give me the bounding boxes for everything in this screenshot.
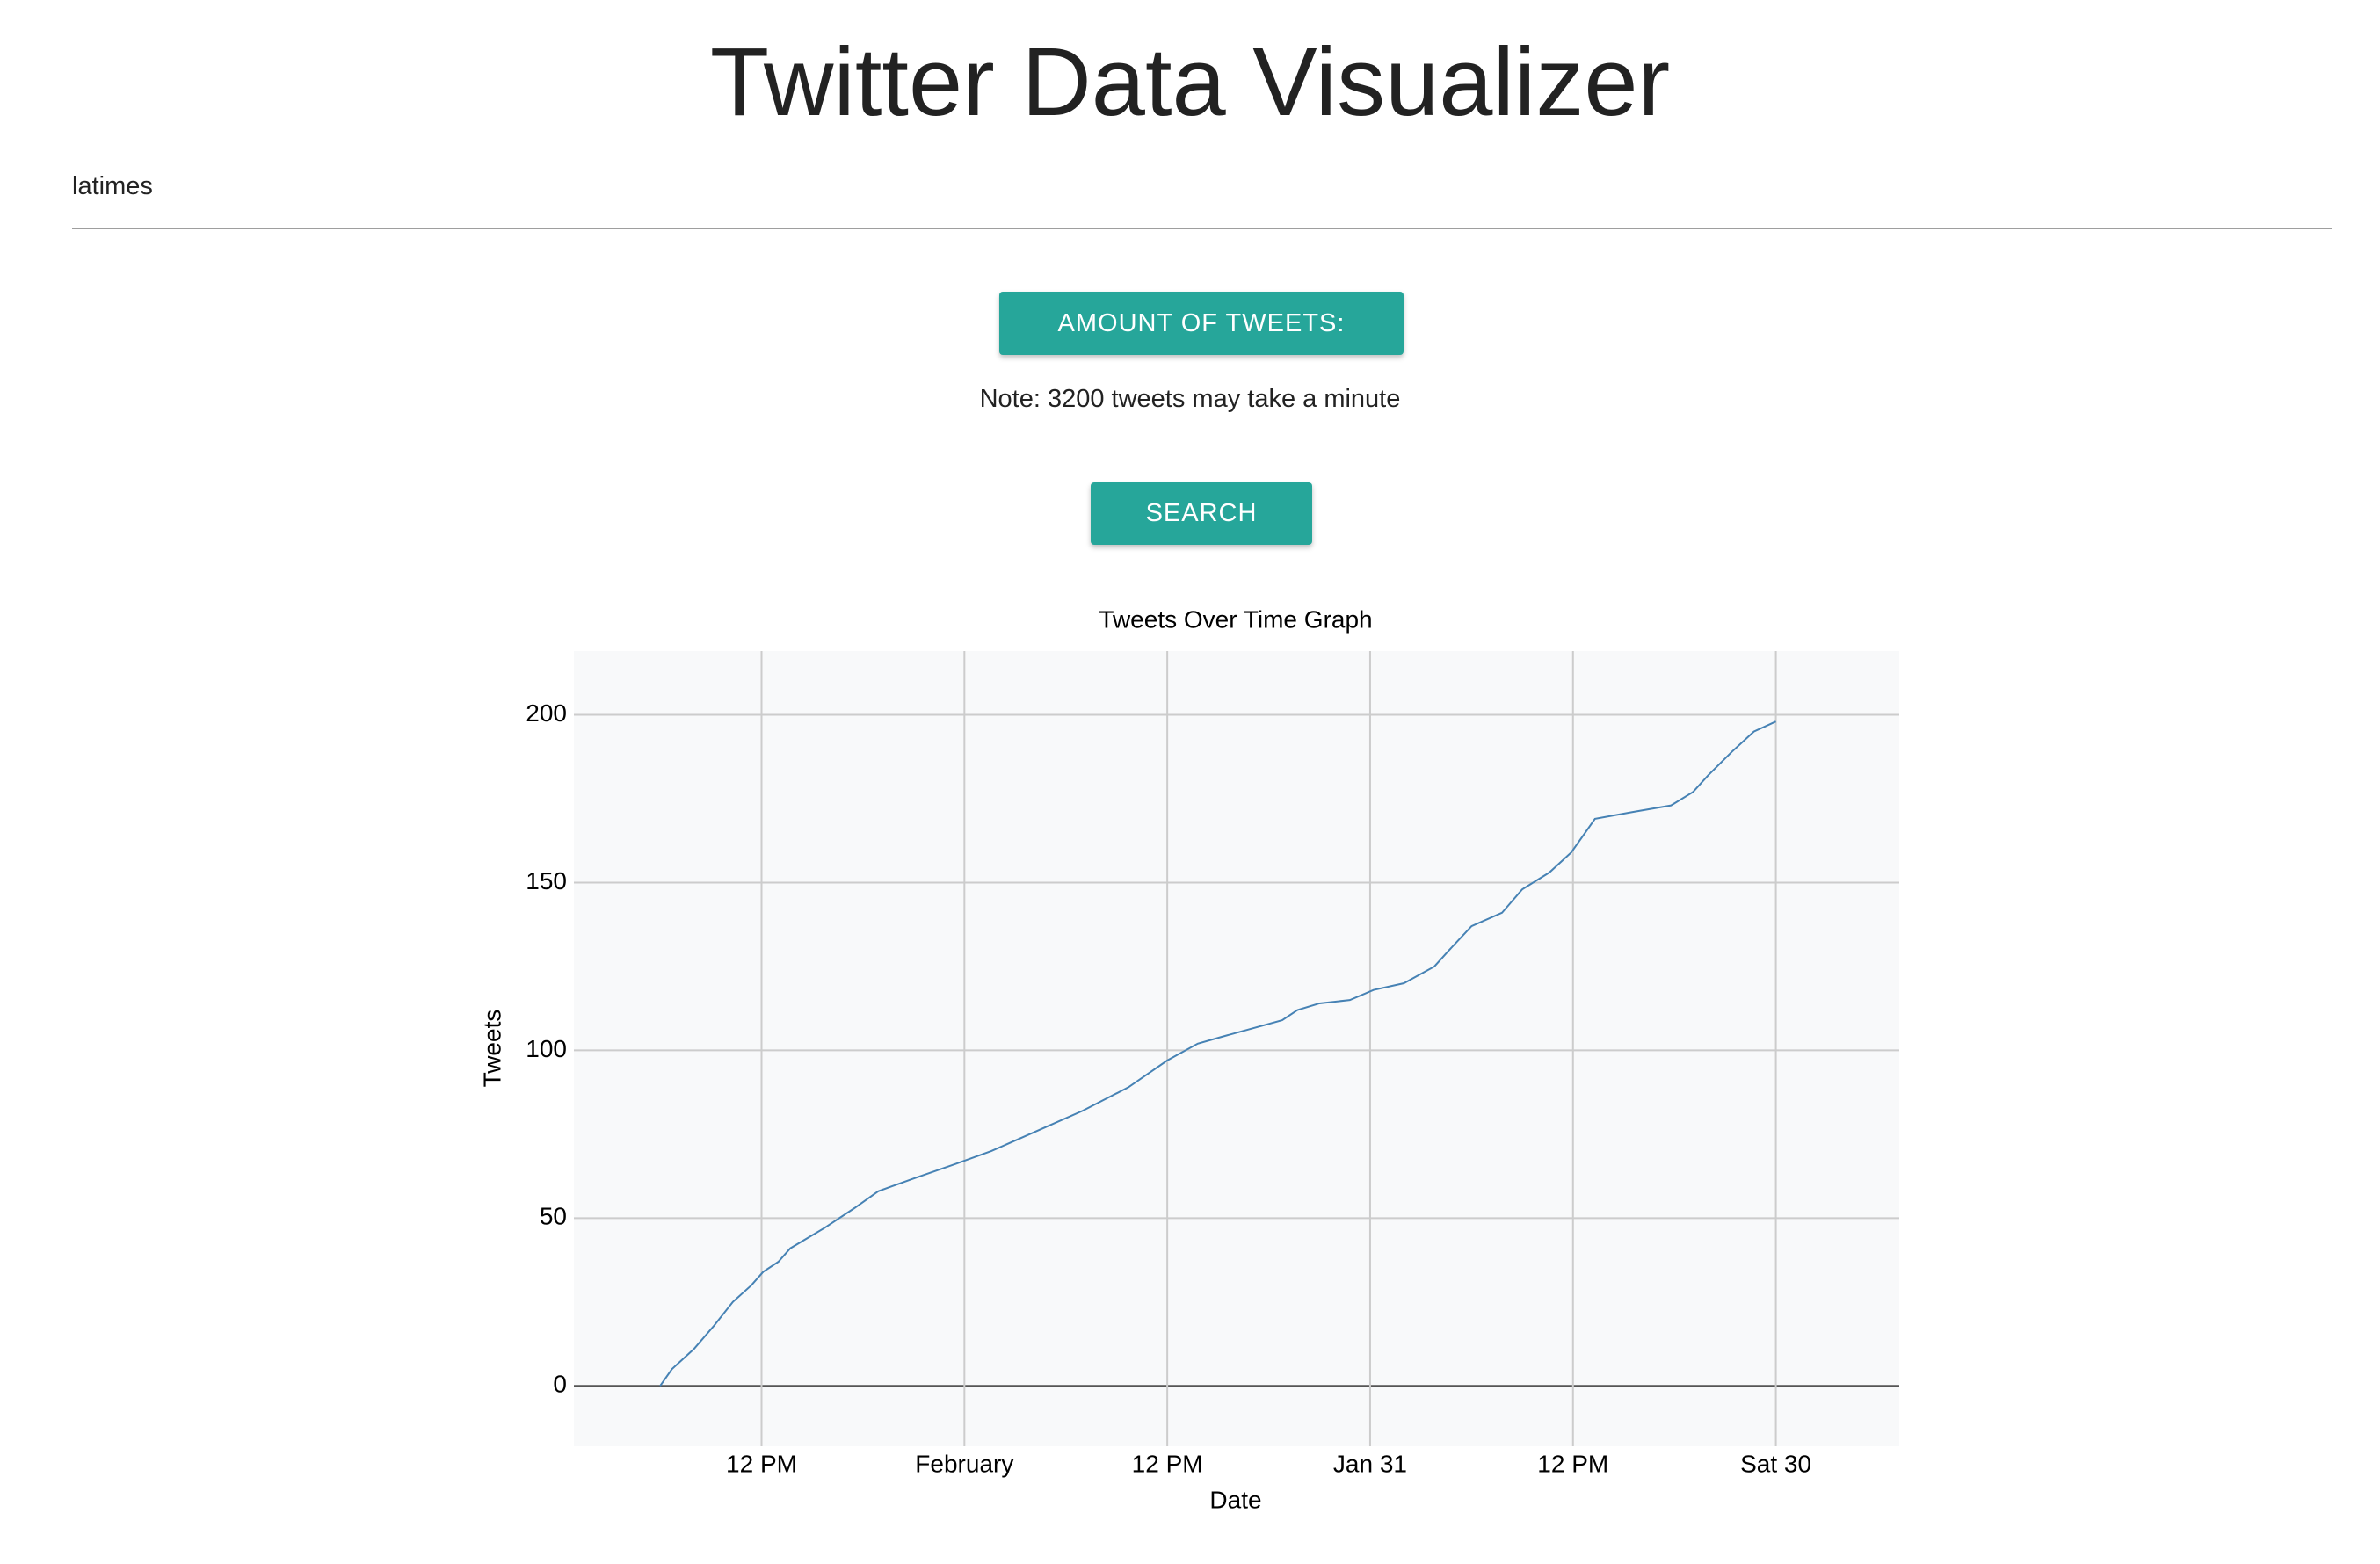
x-tick-label: 12 PM <box>1132 1450 1203 1477</box>
y-axis-label: Tweets <box>478 1010 505 1088</box>
page-title: Twitter Data Visualizer <box>709 28 1671 136</box>
search-input[interactable]: latimes <box>72 172 153 200</box>
amount-button[interactable]: AMOUNT OF TWEETS: <box>999 292 1404 355</box>
x-tick-label: February <box>915 1450 1013 1477</box>
y-tick-label: 0 <box>553 1371 567 1398</box>
search-button[interactable]: SEARCH <box>1091 482 1312 545</box>
chart-title: Tweets Over Time Graph <box>1099 605 1372 633</box>
x-tick-label: 12 PM <box>1537 1450 1608 1477</box>
x-tick-label: 12 PM <box>726 1450 797 1477</box>
x-tick-label: Sat 30 <box>1740 1450 1811 1477</box>
note: Note: 3200 tweets may take a minute <box>979 385 1401 413</box>
y-tick-label: 50 <box>540 1203 567 1230</box>
x-tick-label: Jan 31 <box>1333 1450 1407 1477</box>
y-tick-label: 100 <box>526 1035 567 1062</box>
y-tick-label: 200 <box>526 699 567 727</box>
plot-background <box>574 651 1899 1446</box>
y-tick-label: 150 <box>526 867 567 894</box>
x-axis-label: Date <box>1209 1486 1261 1513</box>
data-line <box>659 720 1777 1387</box>
input-underline <box>72 228 2332 229</box>
